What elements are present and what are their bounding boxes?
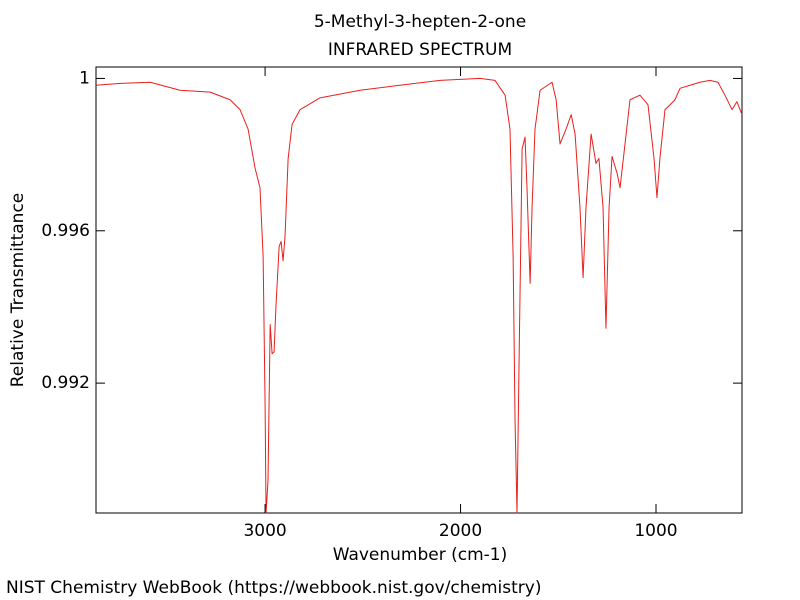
x-tick-label: 1000 (634, 521, 677, 541)
spectrum-line (96, 77, 743, 514)
chart-subtitle: INFRARED SPECTRUM (328, 40, 512, 60)
y-tick-label: 0.992 (41, 373, 90, 393)
x-tick-label: 2000 (439, 521, 482, 541)
y-axis-label: Relative Transmittance (8, 193, 28, 388)
chart-title: 5-Methyl-3-hepten-2-one (314, 12, 526, 32)
x-axis-label: Wavenumber (cm-1) (333, 545, 508, 565)
source-note: NIST Chemistry WebBook (https://webbook.… (6, 578, 541, 598)
y-tick-label: 1 (79, 68, 90, 88)
x-tick-label: 3000 (243, 521, 286, 541)
plot-frame (95, 66, 743, 514)
y-tick-label: 0.996 (41, 221, 90, 241)
